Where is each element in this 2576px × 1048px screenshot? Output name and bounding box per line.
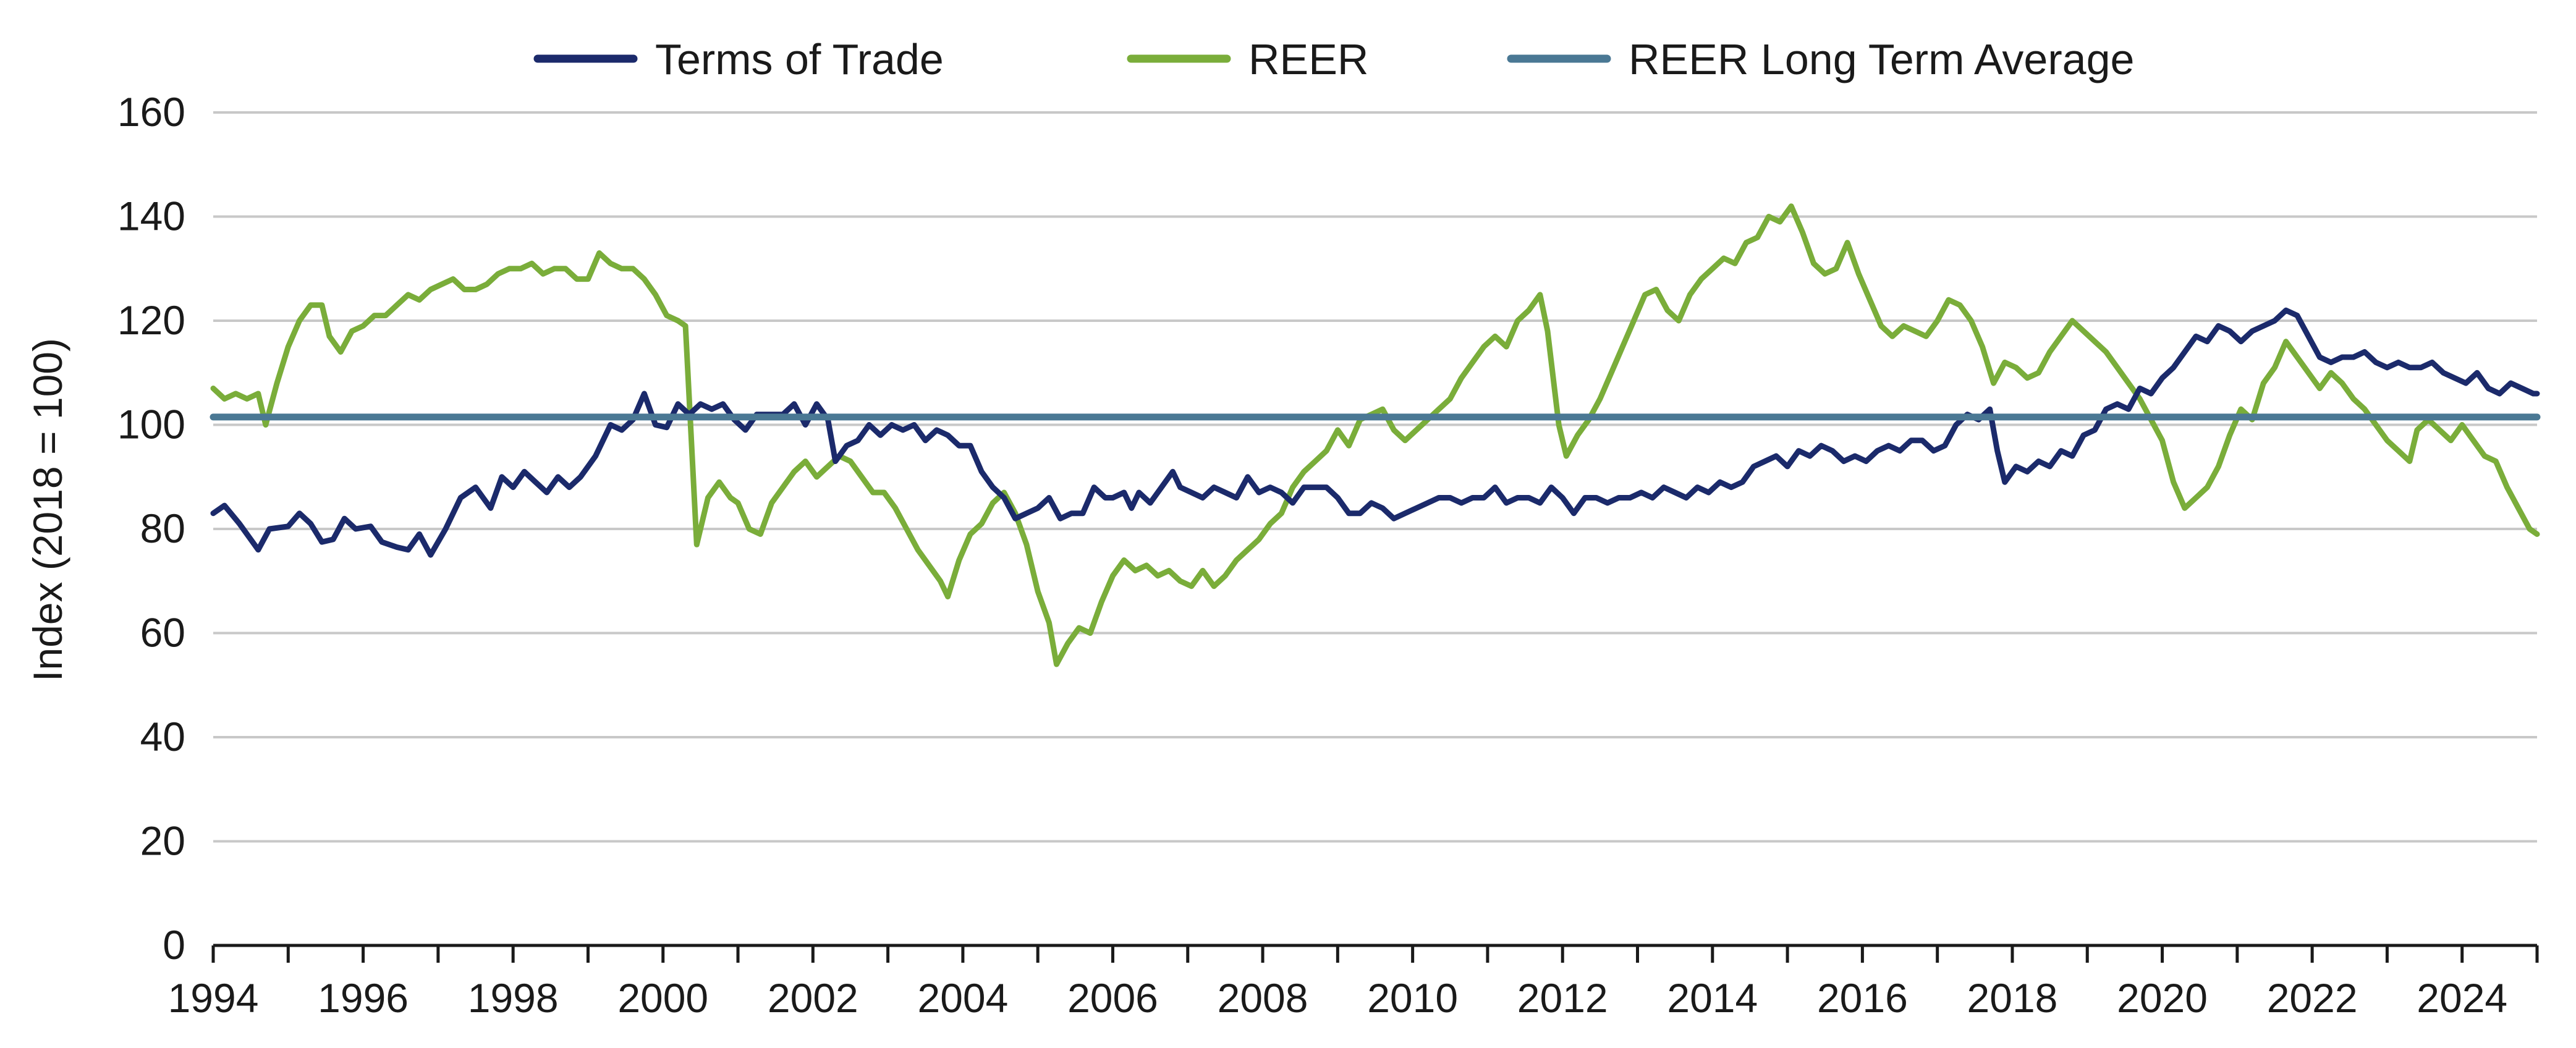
x-tick-label-1994: 1994	[168, 975, 259, 1021]
x-tick-label-2014: 2014	[1667, 975, 1758, 1021]
y-tick-label-40: 40	[140, 714, 185, 759]
x-tick-label-2012: 2012	[1517, 975, 1608, 1021]
y-axis-title: Index (2018 = 100)	[25, 338, 70, 682]
x-tick-label-1996: 1996	[318, 975, 409, 1021]
legend-label-terms-of-trade: Terms of Trade	[655, 35, 944, 83]
x-tick-label-1998: 1998	[468, 975, 559, 1021]
x-tick-label-2006: 2006	[1067, 975, 1158, 1021]
legend-label-reer-long-term-average: REER Long Term Average	[1629, 35, 2134, 83]
y-tick-label-0: 0	[163, 922, 185, 968]
y-tick-label-120: 120	[117, 297, 185, 343]
y-tick-label-100: 100	[117, 402, 185, 447]
axes: 0 20 40 60 80 100 120 140 160 1994 1996 1998 2000 200…	[117, 89, 2539, 1021]
x-tick-label-2004: 2004	[917, 975, 1008, 1021]
grid-lines	[213, 111, 2537, 843]
y-tick-label-160: 160	[117, 89, 185, 135]
x-tick-label-2000: 2000	[617, 975, 708, 1021]
y-tick-label-60: 60	[140, 610, 185, 656]
legend-label-reer: REER	[1248, 35, 1368, 83]
x-tick-label-2008: 2008	[1218, 975, 1308, 1021]
y-tick-label-20: 20	[140, 818, 185, 864]
legend: Terms of Trade REER REER Long Term Average	[533, 35, 2134, 83]
x-tick-label-2016: 2016	[1817, 975, 1908, 1021]
y-tick-label-140: 140	[117, 193, 185, 239]
x-tick-label-2022: 2022	[2267, 975, 2358, 1021]
series-line-reer	[210, 203, 2540, 667]
x-tick-label-2024: 2024	[2417, 975, 2507, 1021]
x-tick-label-2020: 2020	[2117, 975, 2208, 1021]
x-tick-label-2002: 2002	[768, 975, 858, 1021]
series-line-terms-of-trade	[210, 307, 2540, 558]
x-tick-label-2010: 2010	[1367, 975, 1458, 1021]
x-tick-label-2018: 2018	[1967, 975, 2058, 1021]
series-layer	[210, 203, 2541, 667]
y-tick-label-80: 80	[140, 505, 185, 551]
